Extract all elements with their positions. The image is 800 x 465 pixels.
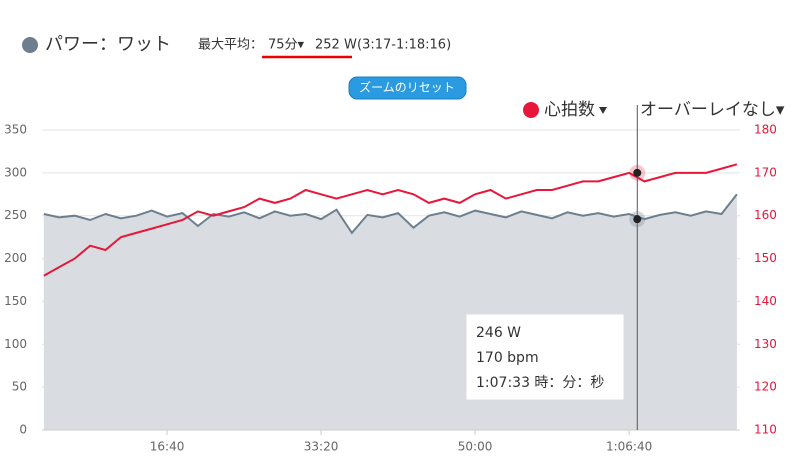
hover-marker [633, 168, 642, 177]
max-avg-value: 252 W [315, 38, 357, 53]
y-tick-label: 250 [4, 208, 27, 222]
overlay-select[interactable]: オーバーレイなし▾ [640, 100, 785, 120]
tooltip-line: 246 W [476, 325, 521, 341]
y2-tick-label: 110 [754, 423, 777, 437]
y2-tick-label: 160 [754, 208, 777, 222]
legend-dot [523, 102, 539, 118]
dropdown-arrow [599, 107, 607, 114]
y2-tick-label: 170 [754, 165, 777, 179]
y2-tick-label: 120 [754, 380, 777, 394]
y-tick-label: 200 [4, 251, 27, 265]
max-avg-range: (3:17-1:18:16) [357, 38, 451, 53]
max-avg-label: 最大平均： [198, 38, 263, 53]
legend-label: パワー：ワット [45, 34, 171, 55]
y-tick-label: 350 [4, 123, 27, 137]
y2-tick-label: 180 [754, 123, 777, 137]
tooltip-line: 1:07:33 時：分：秒 [476, 375, 604, 391]
button-label: ズームのリセット [359, 80, 455, 95]
y2-tick-label: 140 [754, 294, 777, 308]
duration-select[interactable]: 75分▾ [268, 38, 305, 53]
y-tick-label: 100 [4, 337, 27, 351]
y-tick-label: 0 [19, 423, 27, 437]
tooltip-line: 170 bpm [476, 350, 539, 366]
x-tick-label: 50:00 [458, 440, 493, 454]
reset-button[interactable]: ズームのリセット [348, 76, 467, 100]
x-tick-label: 16:40 [150, 440, 185, 454]
x-tick-label: 33:20 [304, 440, 339, 454]
legend-dot [22, 37, 38, 53]
y-tick-label: 300 [4, 165, 27, 179]
line [43, 163, 738, 277]
hover-marker [633, 215, 642, 224]
legend-label: 心拍数 [544, 100, 595, 120]
tooltip-box [465, 313, 625, 401]
y-tick-label: 150 [4, 294, 27, 308]
line [43, 193, 738, 235]
y2-tick-label: 130 [754, 337, 777, 351]
y-tick-label: 50 [12, 380, 27, 394]
x-tick-label: 1:06:40 [606, 440, 652, 454]
y2-tick-label: 150 [754, 251, 777, 265]
button-bg [348, 76, 467, 100]
